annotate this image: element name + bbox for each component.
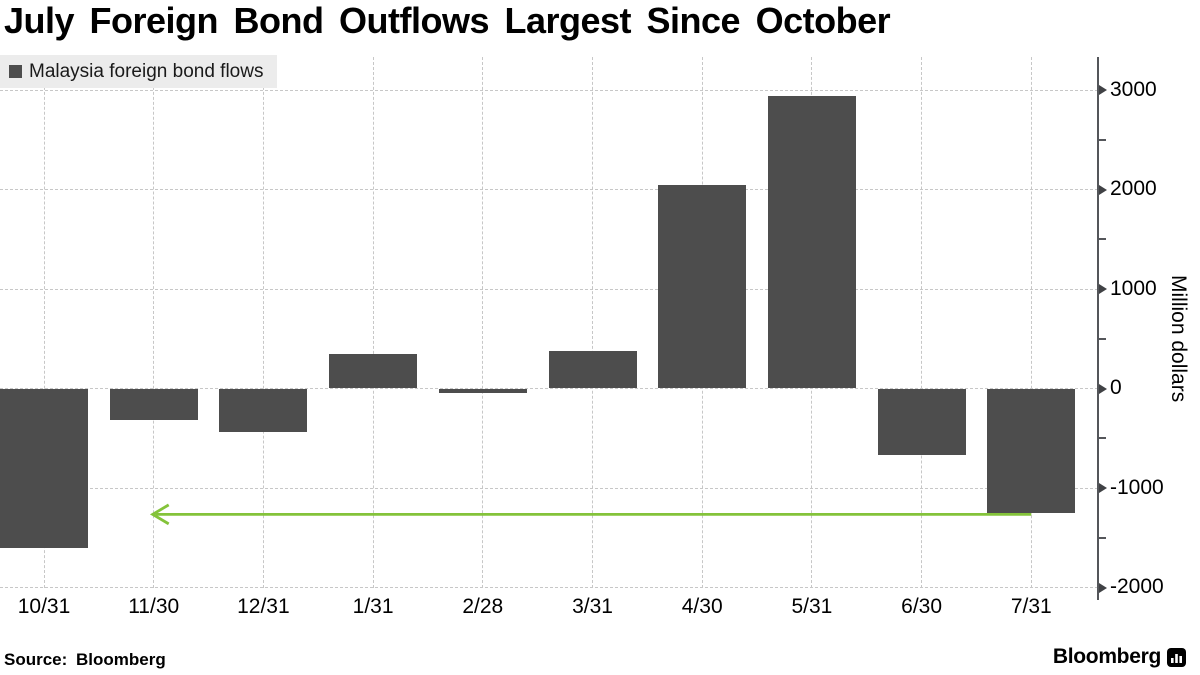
data-bar [219,388,308,433]
x-axis-tick-label: 3/31 [572,594,613,618]
y-axis-minor-tick-icon [1098,138,1106,141]
y-axis-minor-tick-icon [1098,437,1106,440]
x-gridline [372,57,374,588]
y-axis-major-tick-icon [1099,483,1107,493]
y-axis-tick-label: 3000 [1110,77,1157,101]
data-bar [877,388,966,456]
x-gridline [1030,57,1032,588]
y-axis-minor-tick-icon [1098,337,1106,340]
bloomberg-logo: Bloomberg [1053,645,1186,669]
y-axis-title: Million dollars [1167,275,1190,403]
x-axis-tick-label: 11/30 [128,594,180,618]
y-axis-major-tick-icon [1099,582,1107,593]
data-bar [329,353,418,389]
x-axis-tick-label: 12/31 [237,594,290,618]
y-axis-minor-tick-icon [1098,536,1106,539]
y-axis-tick-label: 2000 [1110,177,1157,200]
y-axis-tick-label: -2000 [1110,575,1164,598]
data-bar [109,388,198,421]
page-title: July Foreign Bond Outflows Largest Since… [4,0,891,41]
y-axis-major-tick-icon [1099,85,1107,95]
data-bar [658,184,747,389]
data-bar [0,388,88,548]
y-axis-tick-label: -1000 [1110,475,1164,499]
y-gridline [0,288,1098,290]
data-bar [438,388,527,393]
source-attribution: Source: Bloomberg [4,650,166,669]
x-axis-tick-label: 10/31 [17,594,71,618]
data-bar [767,95,856,389]
y-axis-tick-label: 0 [1110,376,1122,399]
bloomberg-logo-text: Bloomberg [1052,645,1161,668]
y-axis-major-tick-icon [1099,284,1107,294]
y-gridline [0,89,1098,91]
x-axis-tick-label: 7/31 [1010,594,1052,618]
y-gridline [0,587,1098,588]
chart-legend: Malaysia foreign bond flows [0,55,278,88]
x-gridline [262,57,264,588]
y-axis-minor-tick-icon [1098,238,1106,241]
y-gridline [0,487,1098,489]
y-axis-major-tick-icon [1099,184,1107,195]
x-axis-tick-label: 5/31 [791,594,833,618]
bar-chart-icon [1167,647,1186,667]
y-axis-major-tick-icon [1099,383,1107,394]
x-axis-tick-label: 1/31 [352,594,394,618]
data-bar [987,388,1076,513]
x-gridline [921,57,923,588]
y-gridline [0,388,1098,389]
y-axis-tick-label: 1000 [1110,276,1157,300]
x-axis-tick-label: 4/30 [681,594,723,618]
x-gridline [153,57,155,588]
x-gridline [592,57,593,588]
legend-label: Malaysia foreign bond flows [29,60,264,82]
x-gridline [43,57,45,588]
y-axis-line [1097,57,1099,600]
legend-swatch-icon [9,65,22,78]
data-bar [548,350,637,389]
y-gridline [0,189,1098,190]
x-axis-tick-label: 6/30 [901,594,943,618]
x-axis-tick-label: 2/28 [462,594,504,618]
x-gridline [482,57,484,588]
